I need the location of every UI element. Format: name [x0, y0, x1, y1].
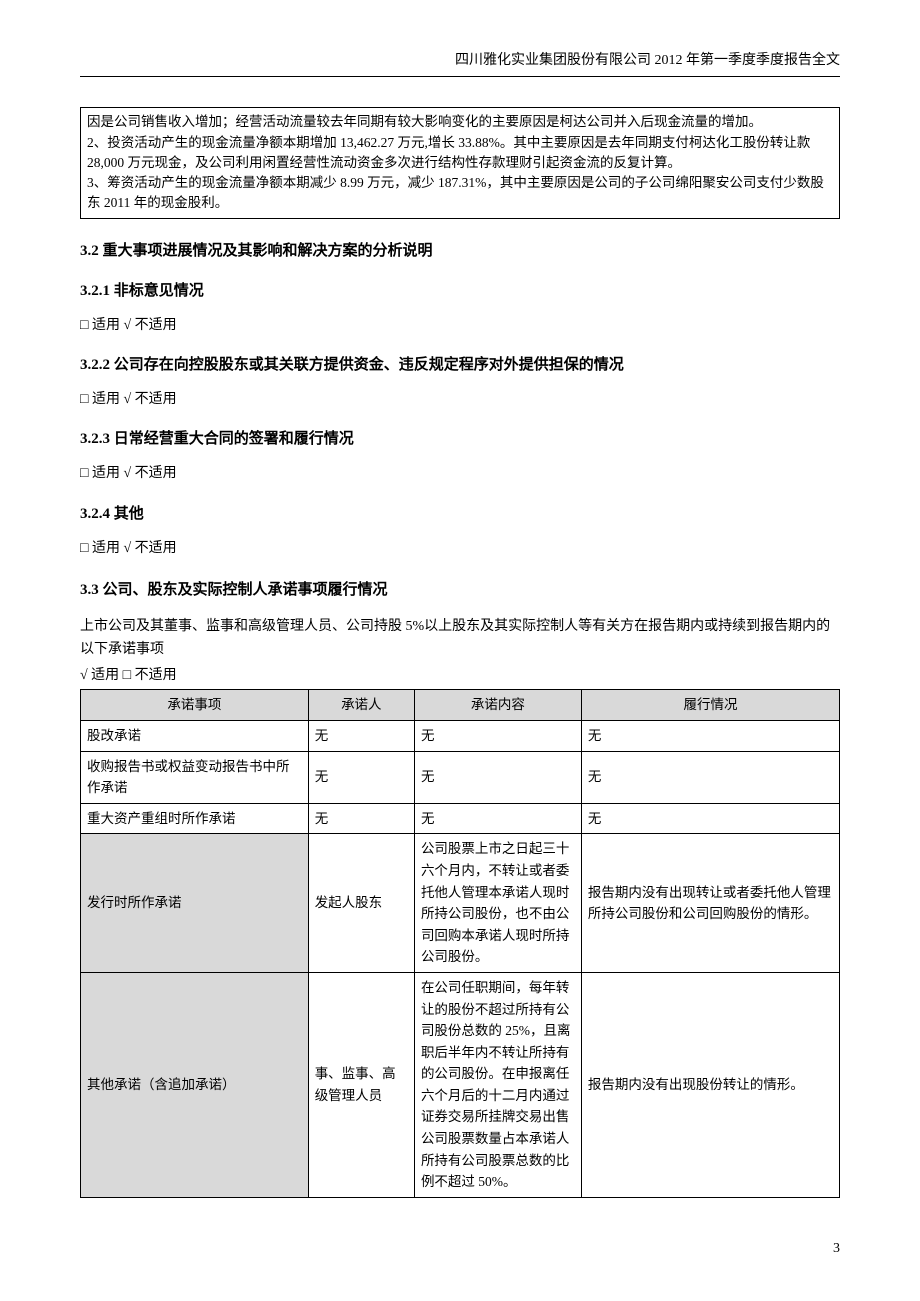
table-cell: 股改承诺: [81, 720, 309, 751]
table-cell: 无: [414, 751, 581, 803]
table-cell: 在公司任职期间，每年转让的股份不超过所持有公司股份总数的 25%，且离职后半年内…: [414, 972, 581, 1197]
table-cell: 无: [581, 720, 839, 751]
apply-3-2-1: □ 适用 √ 不适用: [80, 315, 840, 337]
th-person: 承诺人: [308, 690, 414, 721]
table-cell: 无: [308, 720, 414, 751]
table-cell: 其他承诺（含追加承诺）: [81, 972, 309, 1197]
table-cell: 无: [308, 803, 414, 834]
table-header-row: 承诺事项 承诺人 承诺内容 履行情况: [81, 690, 840, 721]
apply-3-2-2: □ 适用 √ 不适用: [80, 389, 840, 411]
th-item: 承诺事项: [81, 690, 309, 721]
table-row: 发行时所作承诺发起人股东公司股票上市之日起三十六个月内，不转让或者委托他人管理本…: [81, 834, 840, 973]
apply-3-2-3: □ 适用 √ 不适用: [80, 463, 840, 485]
table-cell: 报告期内没有出现转让或者委托他人管理所持公司股份和公司回购股份的情形。: [581, 834, 839, 973]
heading-3-2-4: 3.2.4 其他: [80, 502, 840, 526]
table-row: 重大资产重组时所作承诺无无无: [81, 803, 840, 834]
table-cell: 无: [414, 720, 581, 751]
summary-box: 因是公司销售收入增加；经营活动流量较去年同期有较大影响变化的主要原因是柯达公司并…: [80, 107, 840, 218]
table-row: 股改承诺无无无: [81, 720, 840, 751]
table-cell: 公司股票上市之日起三十六个月内，不转让或者委托他人管理本承诺人现时所持公司股份，…: [414, 834, 581, 973]
table-row: 其他承诺（含追加承诺）事、监事、高级管理人员在公司任职期间，每年转让的股份不超过…: [81, 972, 840, 1197]
box-line-1: 因是公司销售收入增加；经营活动流量较去年同期有较大影响变化的主要原因是柯达公司并…: [87, 112, 833, 132]
commitment-table: 承诺事项 承诺人 承诺内容 履行情况 股改承诺无无无收购报告书或权益变动报告书中…: [80, 689, 840, 1197]
heading-3-2-2: 3.2.2 公司存在向控股股东或其关联方提供资金、违反规定程序对外提供担保的情况: [80, 353, 840, 377]
heading-3-2-3: 3.2.3 日常经营重大合同的签署和履行情况: [80, 427, 840, 451]
table-row: 收购报告书或权益变动报告书中所作承诺无无无: [81, 751, 840, 803]
table-cell: 无: [414, 803, 581, 834]
apply-3-3: √ 适用 □ 不适用: [80, 665, 840, 687]
table-cell: 收购报告书或权益变动报告书中所作承诺: [81, 751, 309, 803]
table-cell: 无: [308, 751, 414, 803]
heading-3-3: 3.3 公司、股东及实际控制人承诺事项履行情况: [80, 578, 840, 602]
table-cell: 无: [581, 751, 839, 803]
table-cell: 无: [581, 803, 839, 834]
apply-3-2-4: □ 适用 √ 不适用: [80, 538, 840, 560]
box-line-2: 2、投资活动产生的现金流量净额本期增加 13,462.27 万元,增长 33.8…: [87, 133, 833, 174]
para-3-3: 上市公司及其董事、监事和高级管理人员、公司持股 5%以上股东及其实际控制人等有关…: [80, 616, 840, 661]
heading-3-2-1: 3.2.1 非标意见情况: [80, 279, 840, 303]
table-cell: 发起人股东: [308, 834, 414, 973]
table-cell: 报告期内没有出现股份转让的情形。: [581, 972, 839, 1197]
box-line-3: 3、筹资活动产生的现金流量净额本期减少 8.99 万元，减少 187.31%，其…: [87, 173, 833, 214]
table-cell: 事、监事、高级管理人员: [308, 972, 414, 1197]
heading-3-2: 3.2 重大事项进展情况及其影响和解决方案的分析说明: [80, 239, 840, 263]
th-content: 承诺内容: [414, 690, 581, 721]
table-cell: 重大资产重组时所作承诺: [81, 803, 309, 834]
page-number: 3: [80, 1238, 840, 1260]
page-header: 四川雅化实业集团股份有限公司 2012 年第一季度季度报告全文: [80, 50, 840, 77]
th-status: 履行情况: [581, 690, 839, 721]
table-cell: 发行时所作承诺: [81, 834, 309, 973]
